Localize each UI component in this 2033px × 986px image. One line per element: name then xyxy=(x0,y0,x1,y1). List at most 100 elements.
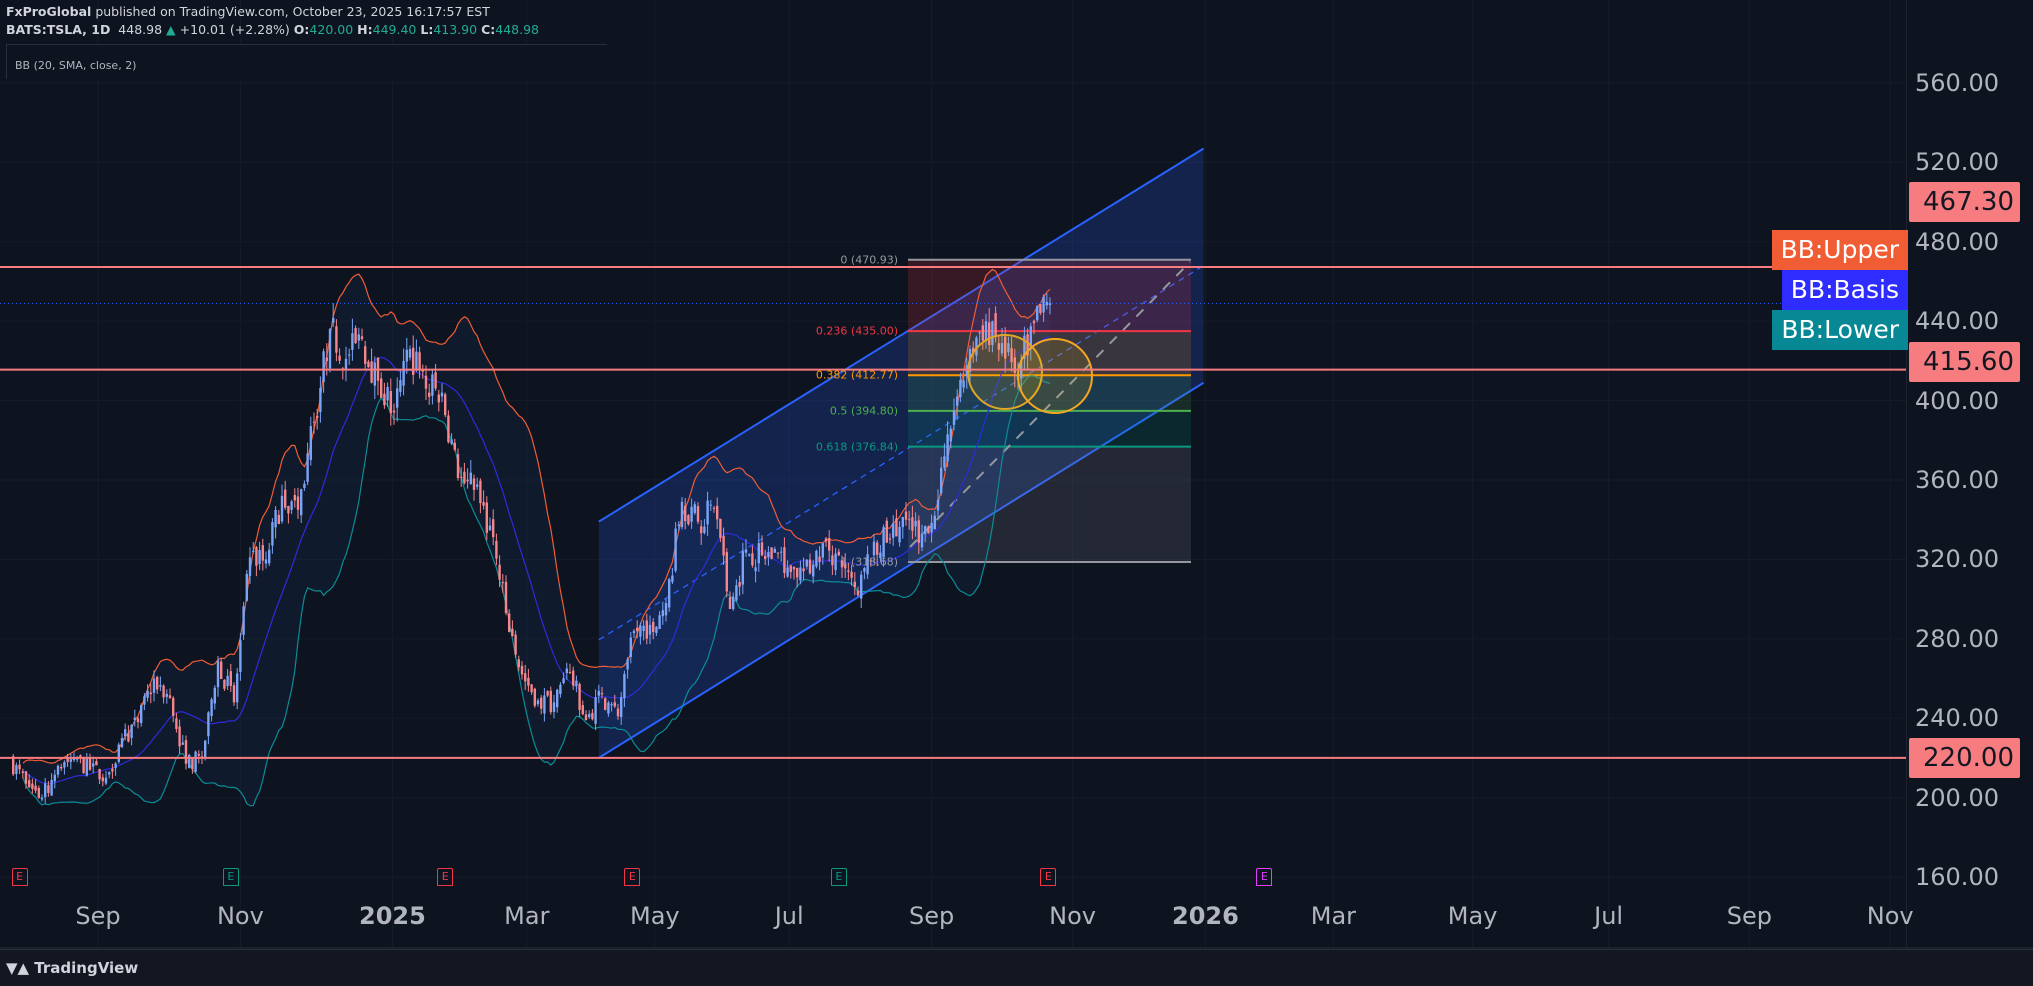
candle-body xyxy=(488,525,492,531)
candle-body xyxy=(940,467,943,494)
symbol-ohlc-line: BATS:TSLA, 1D 448.98 ▲ +10.01 (+2.28%) O… xyxy=(6,22,539,37)
level-price-label: 220.00 xyxy=(1909,737,2020,778)
candle-body xyxy=(748,554,751,556)
time-tick-label: Jul xyxy=(1594,902,1624,930)
candle-body xyxy=(1029,326,1032,349)
time-tick-label: Mar xyxy=(1310,902,1357,930)
candle-body xyxy=(1026,334,1029,356)
candle-body xyxy=(306,453,309,482)
candle-body xyxy=(319,387,322,413)
candle-body xyxy=(696,506,700,522)
candle-body xyxy=(879,552,882,559)
candle-body xyxy=(623,673,626,699)
candle-body xyxy=(808,559,812,574)
candle-body xyxy=(31,783,34,790)
candle-body xyxy=(181,742,184,745)
price-tick-label: 440.00 xyxy=(1915,307,1999,336)
candle-body xyxy=(546,690,549,696)
candle-body xyxy=(98,768,101,780)
fib-zone xyxy=(908,446,1191,563)
close-label: C: xyxy=(481,22,496,37)
candle-body xyxy=(626,659,629,670)
price-tick-label: 560.00 xyxy=(1915,69,1999,97)
candle-body xyxy=(456,454,460,479)
candle-body xyxy=(207,712,210,737)
candle-body xyxy=(639,625,642,637)
candle-body xyxy=(930,523,933,533)
candle-body xyxy=(725,552,728,592)
candle-body xyxy=(274,509,277,528)
low-label: L: xyxy=(420,22,434,37)
symbol-label[interactable]: BATS:TSLA, 1D xyxy=(6,22,111,37)
candle-body xyxy=(888,538,892,540)
candle-body xyxy=(405,349,408,362)
candle-body xyxy=(719,518,722,539)
candle-body xyxy=(1007,343,1010,353)
candle-body xyxy=(40,797,44,800)
candle-body xyxy=(949,428,952,442)
candle-body xyxy=(946,434,949,462)
candle-body xyxy=(312,421,316,423)
bb-basis-line xyxy=(22,335,1051,785)
candle-body xyxy=(629,637,632,658)
candle-body xyxy=(124,729,127,737)
channel-middle-line xyxy=(598,265,1204,641)
fib-level-label: 1 (318.68) xyxy=(840,555,898,569)
candle-body xyxy=(226,675,229,686)
candle-body xyxy=(418,352,421,371)
footer: ▼▲ TradingView xyxy=(0,949,2033,986)
publisher-name: FxProGlobal xyxy=(6,4,92,19)
highlight-circle xyxy=(1017,338,1093,414)
price-axis-border xyxy=(1906,0,1907,949)
tradingview-logo[interactable]: ▼▲ TradingView xyxy=(6,959,138,977)
candle-body xyxy=(530,684,533,693)
candle-body xyxy=(412,347,415,375)
earnings-icon: E xyxy=(11,868,28,886)
high-label: H: xyxy=(357,22,373,37)
candle-body xyxy=(380,378,383,398)
candle-body xyxy=(204,740,207,759)
indicator-legend[interactable]: BB (20, SMA, close, 2) xyxy=(6,44,607,79)
candle-body xyxy=(408,348,412,358)
candle-body xyxy=(453,442,456,450)
candle-body xyxy=(984,321,988,341)
open-label: O: xyxy=(293,22,310,37)
price-tick-label: 360.00 xyxy=(1915,466,1999,494)
candle-body xyxy=(677,524,680,526)
channel-upper-line xyxy=(598,147,1205,523)
candle-body xyxy=(754,567,757,572)
candle-body xyxy=(504,581,508,613)
candle-body xyxy=(744,549,748,553)
time-tick-label: Sep xyxy=(75,902,121,930)
price-tick-label: 280.00 xyxy=(1915,624,1999,653)
candle-body xyxy=(69,759,72,762)
candle-body xyxy=(428,392,431,397)
candle-body xyxy=(594,697,597,724)
candle-body xyxy=(239,640,242,673)
candle-body xyxy=(63,762,66,768)
price-tick-label: 480.00 xyxy=(1915,227,1999,256)
fib-level-label: 0.236 (435.00) xyxy=(815,324,898,338)
candle-body xyxy=(389,391,392,414)
candle-body xyxy=(431,374,434,396)
candle-body xyxy=(959,379,962,398)
candle-body xyxy=(114,763,117,769)
candle-body xyxy=(421,370,424,372)
candle-body xyxy=(508,613,511,632)
candle-body xyxy=(728,597,732,610)
candle-body xyxy=(156,677,159,690)
candle-body xyxy=(655,626,658,634)
level-price-label: 467.30 xyxy=(1909,182,2020,222)
fib-price: 470.93 xyxy=(855,253,894,267)
candle-body xyxy=(175,718,178,729)
candle-body xyxy=(220,661,223,680)
candle-body xyxy=(364,346,367,364)
bb-upper-line xyxy=(22,268,1051,764)
candle-body xyxy=(162,685,165,698)
candle-body xyxy=(687,515,690,525)
candle-body xyxy=(735,585,738,601)
candle-body xyxy=(184,740,188,764)
candle-body xyxy=(424,375,428,389)
candle-body xyxy=(120,738,124,748)
